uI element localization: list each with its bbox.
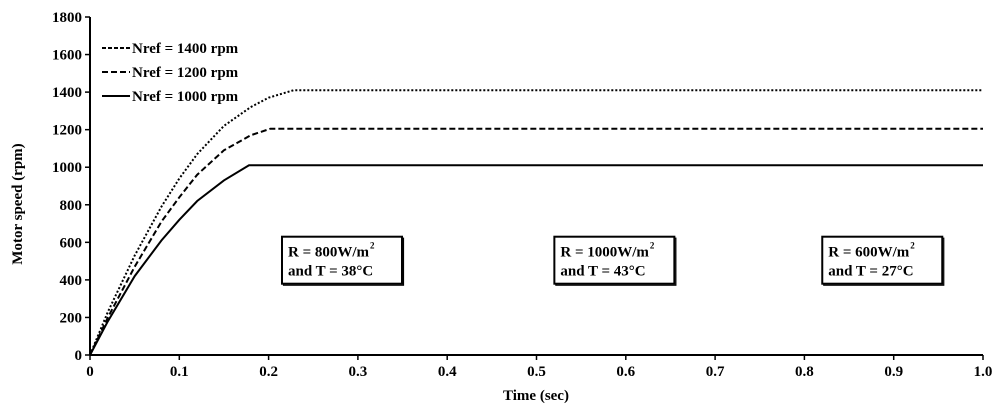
y-tick-label: 0 <box>75 348 83 364</box>
x-tick-label: 0.7 <box>706 364 725 380</box>
annotation-line-2: and T = 27°C <box>828 264 913 280</box>
legend-label-3: Nref = 1000 rpm <box>132 89 239 105</box>
y-tick-label: 600 <box>60 235 83 251</box>
x-tick-label: 0.9 <box>884 364 903 380</box>
y-tick-label: 1800 <box>52 10 82 26</box>
annotation-box-3: R = 600W/m 2 and T = 27°C <box>821 235 945 286</box>
annotation-line-2: and T = 38°C <box>288 264 373 280</box>
x-tick-label: 0.6 <box>616 364 635 380</box>
annotation-frame <box>821 235 944 285</box>
ticks: 0 0.1 0.2 0.3 0.4 0.5 0.6 0.7 0.8 0.9 1.0 0 200 400 60… <box>52 10 992 380</box>
y-axis-title: Motor speed (rpm) <box>10 143 26 264</box>
annotation-line-1: R = 600W/m <box>828 245 910 261</box>
annotation-superscript: 2 <box>910 241 915 251</box>
y-tick-label: 200 <box>60 310 83 326</box>
x-tick-label: 0.1 <box>170 364 189 380</box>
x-tick-label: 0.2 <box>259 364 278 380</box>
legend-label-1: Nref = 1400 rpm <box>132 41 239 57</box>
x-tick-label: 0.8 <box>795 364 814 380</box>
x-tick-label: 0.4 <box>438 364 457 380</box>
x-tick-label: 0 <box>86 364 94 380</box>
y-tick-label: 1000 <box>52 160 82 176</box>
legend-label-2: Nref = 1200 rpm <box>132 65 239 81</box>
annotation-line-1: R = 800W/m <box>288 245 370 261</box>
annotation-line-2: and T = 43°C <box>560 264 645 280</box>
legend: Nref = 1400 rpm Nref = 1200 rpm Nref = 100… <box>102 41 239 105</box>
annotation-box-1: R = 800W/m 2 and T = 38°C <box>280 235 405 286</box>
annotation-frame <box>280 235 403 285</box>
annotation-box-2: R = 1000W/m 2 and T = 43°C <box>553 235 677 286</box>
annotation-line-1: R = 1000W/m <box>560 245 649 261</box>
annotation-frame <box>553 235 676 285</box>
annotation-superscript: 2 <box>650 241 655 251</box>
x-tick-label: 0.5 <box>527 364 546 380</box>
y-tick-label: 1200 <box>52 123 82 139</box>
y-tick-label: 800 <box>60 198 83 214</box>
x-tick-label: 1.0 <box>974 364 992 380</box>
x-tick-label: 0.3 <box>349 364 368 380</box>
x-axis-title: Time (sec) <box>503 388 569 404</box>
y-tick-label: 1600 <box>52 48 82 64</box>
series-line-1 <box>89 89 983 356</box>
annotation-superscript: 2 <box>370 241 375 251</box>
y-tick-label: 1400 <box>52 85 82 101</box>
series-line-2 <box>89 127 983 356</box>
y-tick-label: 400 <box>60 273 83 289</box>
series-line-3 <box>89 164 983 356</box>
series-group <box>89 89 983 356</box>
